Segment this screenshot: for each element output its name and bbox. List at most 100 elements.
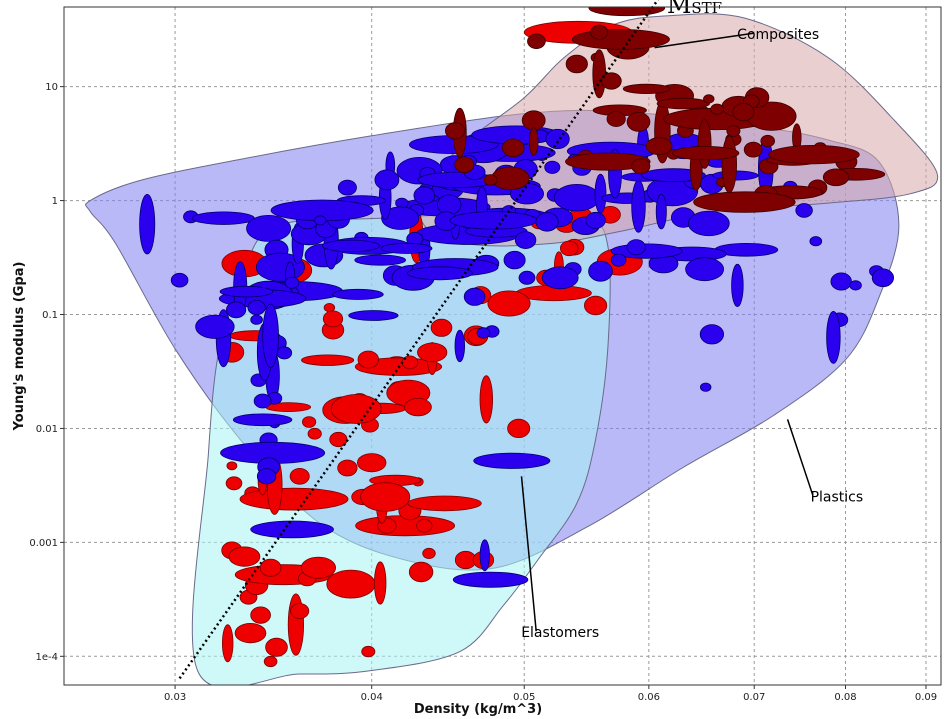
data-point [560, 240, 579, 257]
data-point [585, 211, 606, 229]
mstf-label: MSTF [667, 0, 722, 19]
data-point [307, 427, 322, 440]
data-point [250, 314, 263, 325]
data-point [601, 72, 622, 90]
y-tick-label: 0.1 [42, 310, 58, 321]
data-point [871, 268, 895, 288]
data-point [239, 487, 349, 511]
y-axis-ticks: 1e-4 0.001 0.01 0.1 1 10 [29, 82, 64, 663]
x-axis-ticks: 0.03 0.04 0.05 0.06 0.07 0.08 0.09 [164, 685, 937, 703]
data-point [626, 112, 651, 132]
data-point [626, 239, 646, 256]
data-point [139, 193, 156, 255]
data-point [687, 210, 730, 237]
data-point [300, 556, 336, 579]
data-point [685, 257, 724, 282]
data-point [476, 327, 491, 339]
data-point [357, 350, 380, 369]
data-point [473, 452, 551, 469]
data-point [287, 593, 304, 656]
data-point [610, 253, 627, 267]
data-point [590, 24, 609, 40]
data-point [809, 236, 823, 247]
data-point [374, 169, 400, 191]
data-point [404, 397, 432, 417]
data-point [849, 280, 862, 291]
data-point [337, 459, 358, 477]
data-point [565, 54, 588, 74]
data-point [195, 314, 235, 339]
annotations: MSTF Plastics Elastomers Composites [178, 0, 864, 680]
pointer-elastomers [520, 476, 537, 632]
x-tick-label: 0.05 [513, 692, 535, 703]
mstf-main: M [667, 0, 692, 19]
x-tick-label: 0.07 [743, 692, 765, 703]
y-tick-label: 0.01 [36, 424, 58, 435]
data-point [374, 561, 387, 605]
data-point [795, 203, 813, 218]
y-tick-label: 0.001 [29, 538, 58, 549]
data-point [321, 239, 380, 253]
label-elastomers: Elastomers [521, 625, 599, 641]
data-point [246, 214, 292, 242]
data-point [697, 119, 712, 169]
data-point [454, 156, 475, 174]
data-point [289, 467, 310, 485]
y-tick-label: 1e-4 [36, 652, 59, 663]
data-point [276, 346, 293, 360]
data-point [822, 168, 850, 187]
data-point [430, 318, 453, 337]
data-point [330, 394, 382, 424]
data-point [226, 301, 247, 319]
data-point [645, 137, 673, 156]
data-point [743, 141, 763, 158]
data-point [655, 193, 667, 230]
data-point [284, 276, 300, 289]
data-point [265, 637, 288, 657]
data-point [290, 603, 310, 619]
mstf-line [178, 0, 659, 680]
data-point [518, 270, 536, 285]
label-composites: Composites [737, 27, 819, 43]
data-point [641, 168, 706, 183]
data-point [553, 183, 600, 212]
data-point [314, 215, 327, 226]
x-tick-label: 0.03 [164, 692, 186, 703]
y-axis-label: Young's modulus (Gpa) [12, 262, 27, 432]
data-point [726, 125, 741, 137]
data-point [256, 468, 277, 485]
data-point [354, 254, 407, 266]
label-plastics: Plastics [811, 489, 864, 505]
data-point [407, 266, 473, 281]
data-point [357, 453, 387, 473]
material-points [139, 7, 895, 668]
data-point [588, 7, 666, 17]
x-tick-label: 0.08 [834, 692, 856, 703]
data-point [703, 94, 715, 104]
data-point [830, 272, 852, 291]
data-point [301, 416, 317, 428]
x-tick-label: 0.06 [638, 692, 660, 703]
data-point [259, 558, 282, 577]
data-point [232, 413, 293, 427]
x-tick-label: 0.04 [361, 692, 383, 703]
data-point [507, 418, 531, 438]
y-tick-label: 1 [52, 196, 58, 207]
data-point [416, 518, 433, 533]
data-point [225, 476, 243, 491]
data-point [262, 303, 279, 368]
data-point [503, 250, 526, 270]
y-tick-label: 10 [45, 82, 58, 93]
data-point [528, 127, 539, 156]
data-point [521, 110, 546, 131]
data-point [760, 134, 775, 148]
data-point [381, 206, 420, 230]
data-point [170, 272, 189, 288]
data-point [381, 242, 433, 254]
data-point [479, 375, 494, 424]
data-point [700, 382, 712, 392]
data-point [226, 461, 238, 471]
data-point [322, 310, 344, 328]
mstf-subscript: STF [691, 0, 722, 17]
data-point [449, 211, 538, 230]
